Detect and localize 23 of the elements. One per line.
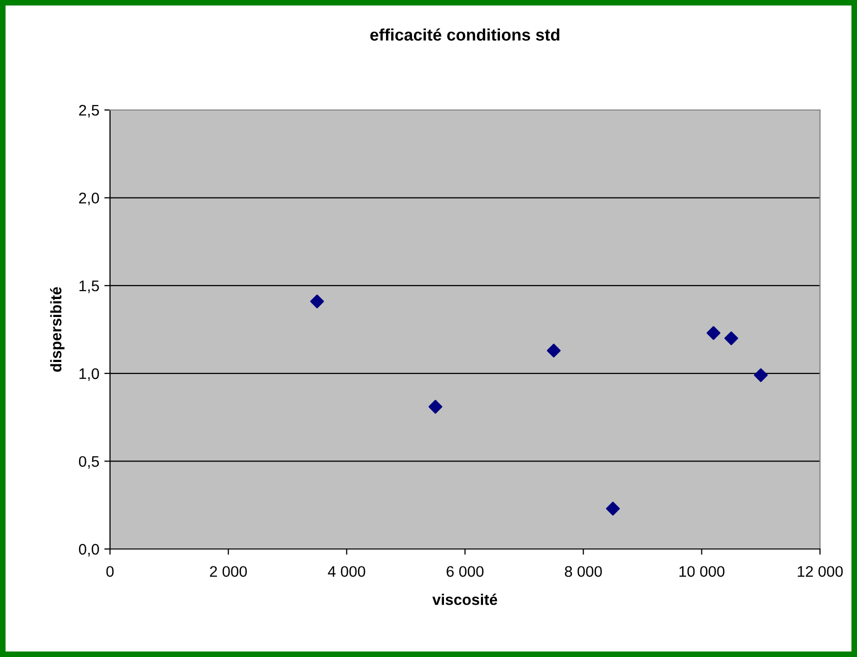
point bbox=[606, 502, 620, 516]
x-tick-label: 10 000 bbox=[679, 566, 724, 577]
point bbox=[706, 326, 720, 340]
y-tick-label: 1,5 bbox=[80, 280, 99, 294]
y-tick-label: 1,0 bbox=[80, 368, 99, 381]
x-tick-label: 6 000 bbox=[446, 566, 484, 577]
y-tick-label: 2,5 bbox=[79, 104, 99, 118]
point bbox=[428, 400, 442, 414]
point bbox=[546, 344, 561, 358]
x-tick-label: 4 000 bbox=[328, 566, 366, 577]
x-tick-label: 8 000 bbox=[564, 566, 602, 577]
x-axis-title: viscosité bbox=[432, 594, 498, 606]
point bbox=[754, 368, 768, 382]
y-tick-label: 2,0 bbox=[79, 192, 99, 206]
point bbox=[310, 294, 324, 308]
y-axis-title: dispersibité bbox=[50, 287, 64, 372]
x-tick-label: 2 000 bbox=[210, 566, 247, 577]
chart-title: efficacité conditions std bbox=[370, 28, 560, 41]
y-tick-label: 0,0 bbox=[78, 544, 99, 556]
x-tick-label: 0 bbox=[106, 566, 114, 577]
x-tick-label: 12 000 bbox=[798, 566, 843, 577]
y-tick-label: 0,5 bbox=[78, 456, 99, 469]
point bbox=[724, 331, 738, 346]
